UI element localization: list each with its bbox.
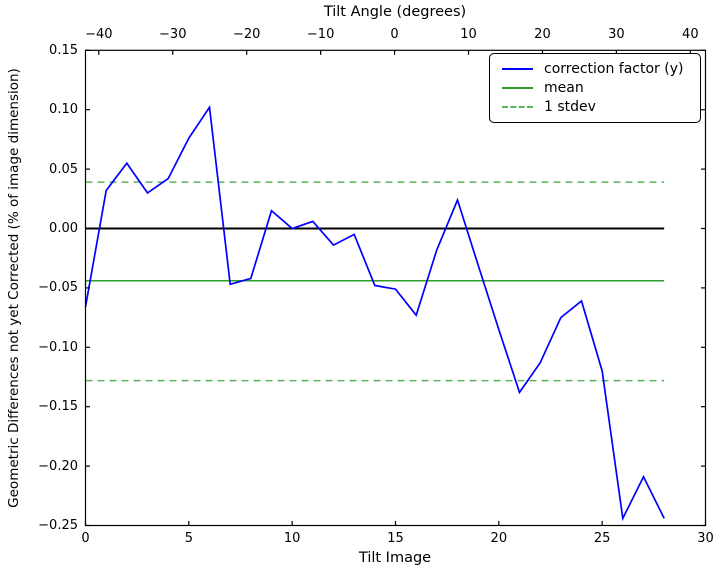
y-axis-title: Geometric Differences not yet Corrected …	[6, 68, 22, 508]
legend: correction factor (y) mean 1 stdev	[489, 53, 701, 123]
y-tick-label: 0.15	[49, 42, 78, 58]
y-tick-label: −0.20	[38, 458, 78, 474]
top-tick-label: 20	[534, 27, 551, 42]
x-tick-label: 15	[387, 531, 404, 546]
y-tick-label: −0.25	[38, 518, 78, 533]
legend-label: mean	[544, 79, 584, 96]
y-tick-label: 0.05	[49, 161, 78, 177]
legend-dashed-line-sample	[502, 106, 533, 109]
top-tick-label: −40	[85, 27, 113, 42]
x-tick-label: 10	[283, 531, 301, 546]
x-tick-label: 5	[184, 531, 193, 546]
y-tick-label: −0.15	[38, 399, 78, 415]
top-tick-label: −30	[159, 27, 187, 42]
top-tick-label: 0	[390, 27, 399, 42]
x-tick-label: 25	[593, 531, 611, 546]
y-tick-label: 0.10	[49, 102, 78, 118]
top-tick-label: 30	[608, 27, 625, 42]
x-axis-title: Tilt Image	[358, 550, 432, 566]
legend-green-line-sample	[502, 86, 533, 89]
x-tick-label: 30	[697, 531, 714, 546]
correction-factor-line	[84, 104, 665, 522]
legend-label: 1 stdev	[544, 99, 596, 116]
top-tick-label: 40	[682, 27, 699, 42]
legend-entry-correction-factor: correction factor (y)	[502, 59, 691, 78]
top-tick-label: 10	[460, 27, 477, 42]
legend-entry-stdev: 1 stdev	[502, 98, 691, 117]
legend-blue-line-sample	[502, 67, 533, 70]
x-tick-label: 0	[81, 531, 90, 546]
y-tick-label: −0.05	[38, 280, 78, 296]
legend-label: correction factor (y)	[544, 60, 684, 77]
x-tick-label: 20	[490, 531, 508, 546]
top-axis-title: Tilt Angle (degrees)	[323, 4, 467, 20]
top-tick-label: −10	[306, 27, 335, 42]
legend-entry-mean: mean	[502, 78, 691, 97]
y-tick-label: −0.10	[38, 339, 78, 355]
y-tick-label: 0.00	[49, 221, 78, 236]
top-tick-label: −20	[232, 27, 261, 42]
